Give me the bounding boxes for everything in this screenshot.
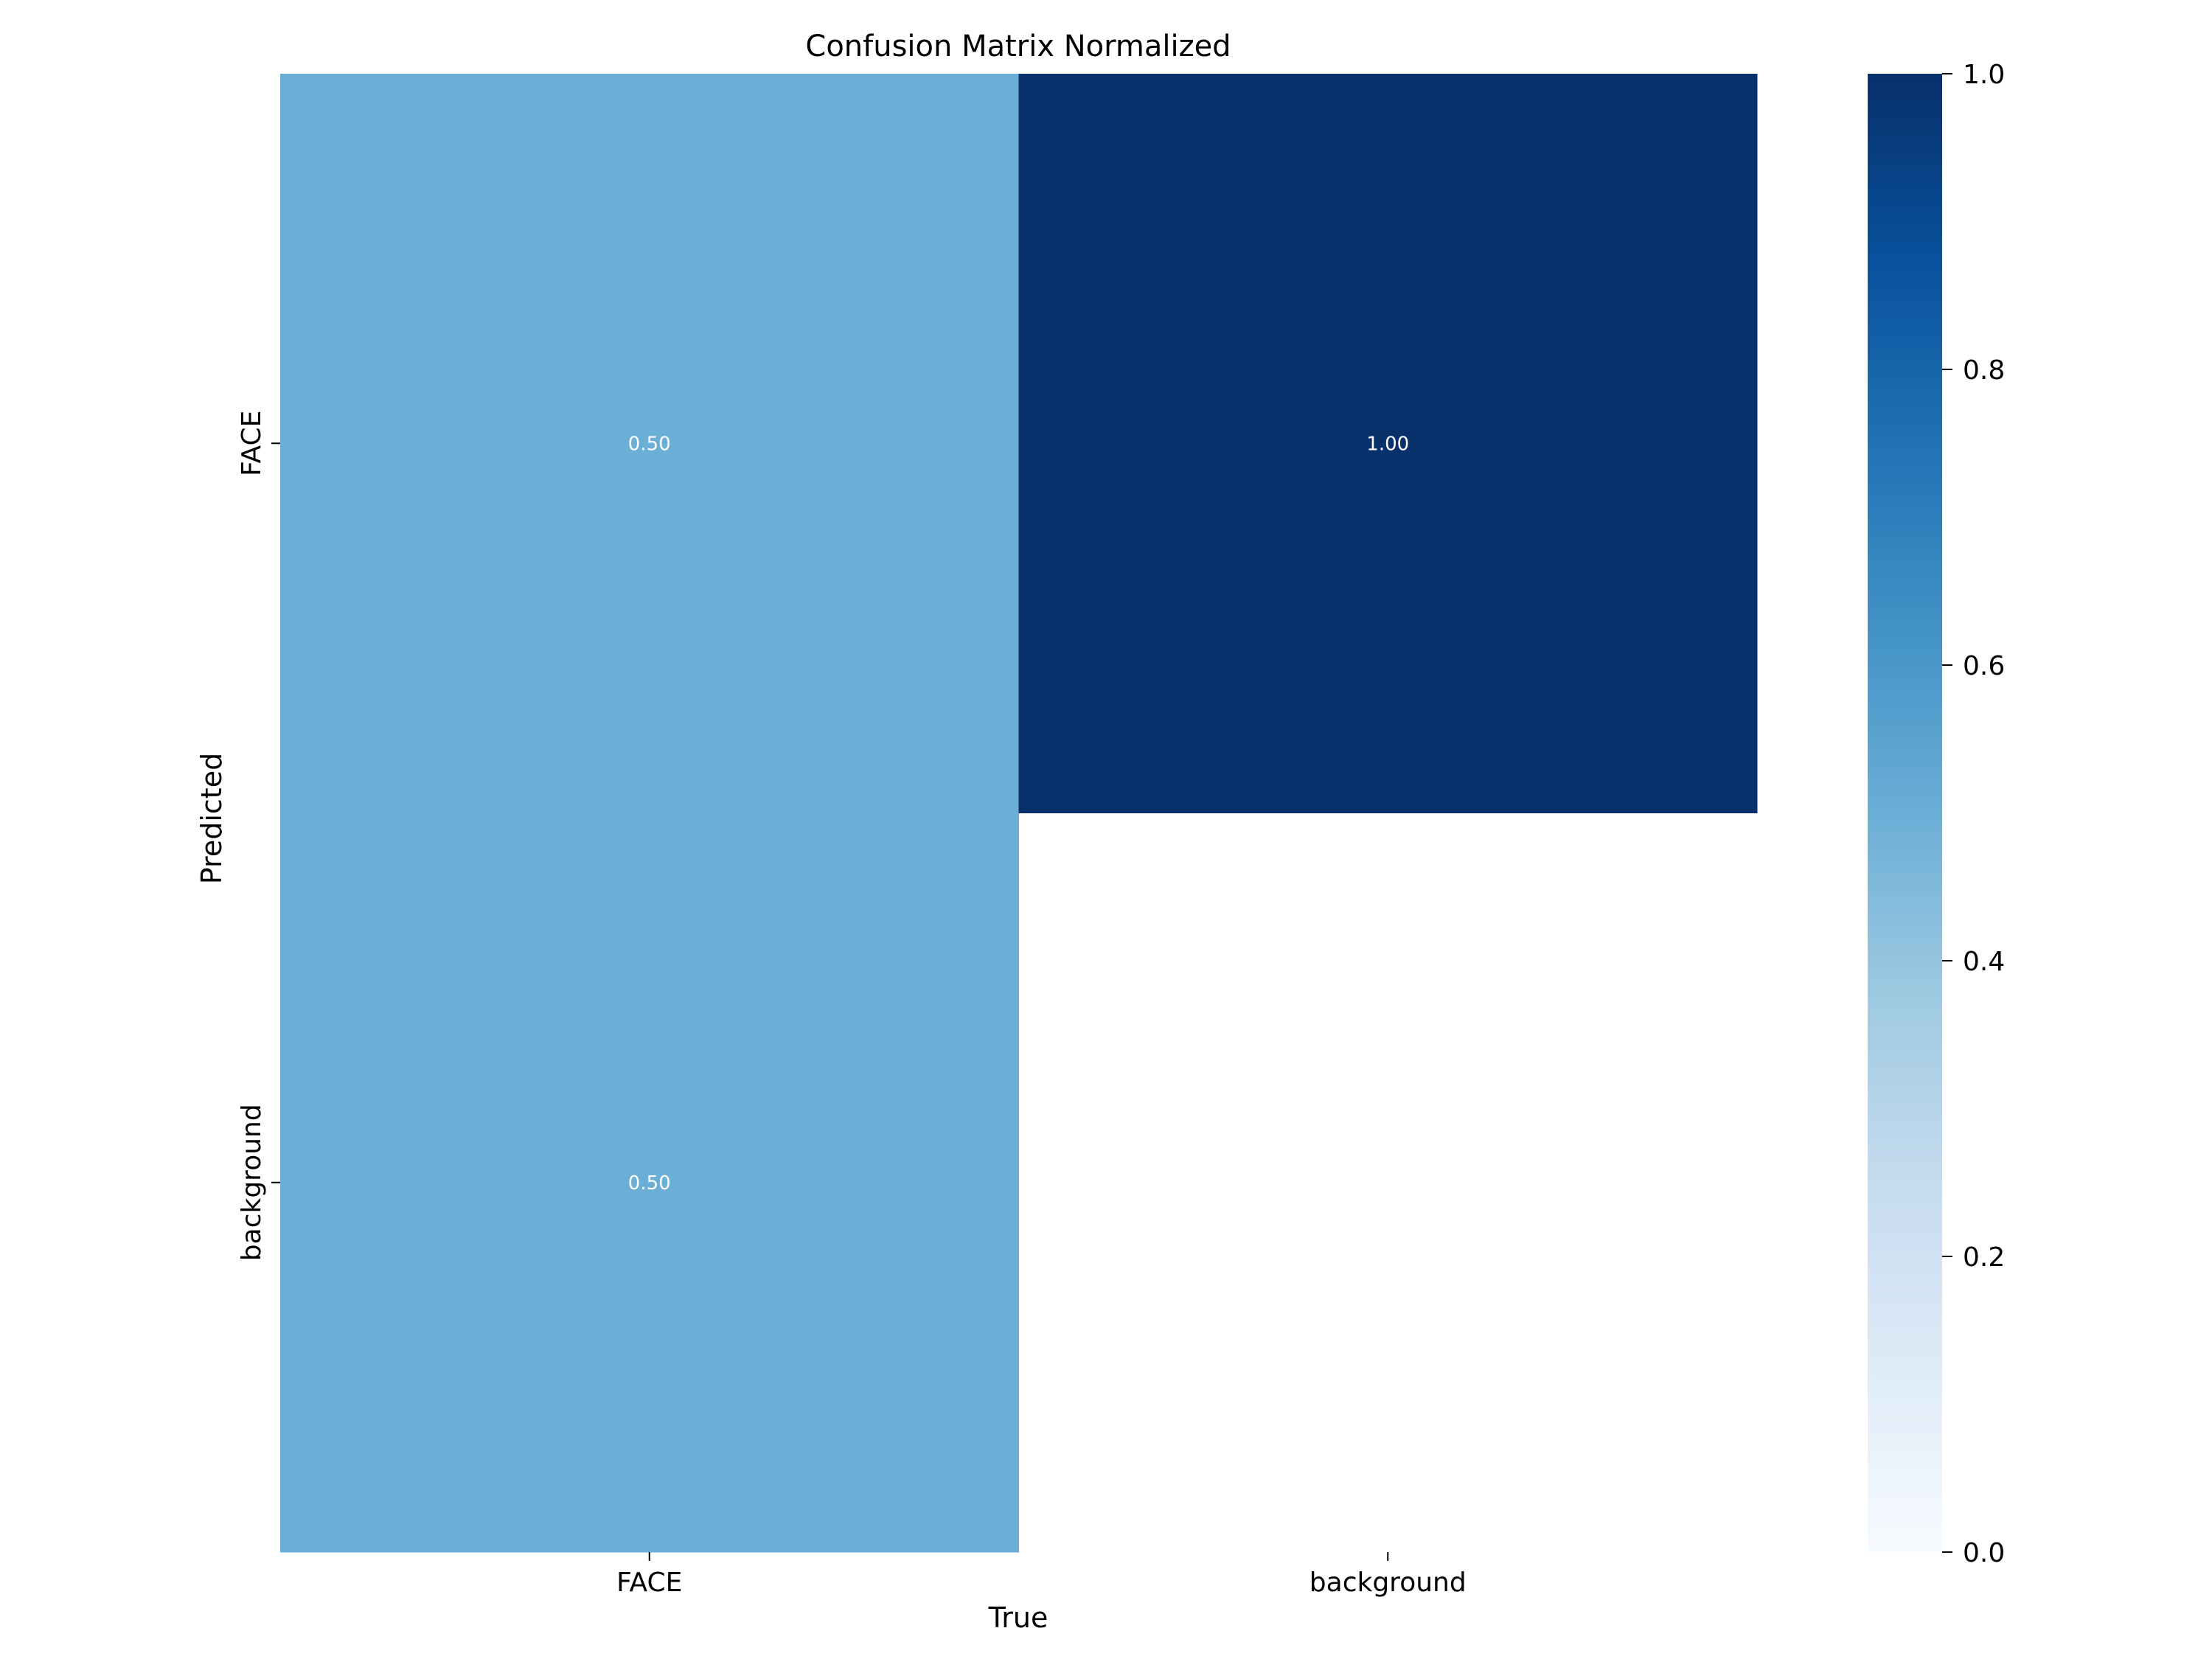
y-axis-label: Predicted xyxy=(195,753,228,884)
heatmap-cell-0-0 xyxy=(280,74,1019,813)
colorbar-tick-label-1: 0.2 xyxy=(1963,1242,2005,1273)
colorbar-tick-label-5: 1.0 xyxy=(1963,60,2005,90)
colorbar-ticks: 0.0 0.2 0.4 0.6 0.8 1.0 xyxy=(1942,60,2005,1568)
heatmap-cells xyxy=(280,74,1758,1553)
heatmap-cell-1-0 xyxy=(280,813,1019,1553)
colorbar xyxy=(1868,74,1942,1552)
chart-title: Confusion Matrix Normalized xyxy=(805,29,1231,63)
heatmap-cell-0-1 xyxy=(1018,74,1758,813)
x-axis-ticks: FACE background xyxy=(616,1552,1467,1598)
colorbar-tick-label-4: 0.8 xyxy=(1963,355,2005,386)
y-axis-ticks: FACE background xyxy=(237,411,280,1261)
x-tick-label-0: FACE xyxy=(616,1568,682,1598)
colorbar-tick-label-0: 0.0 xyxy=(1963,1538,2005,1568)
y-tick-label-1: background xyxy=(237,1104,267,1261)
y-tick-label-0: FACE xyxy=(237,411,267,476)
heatmap-cell-labels: 0.50 1.00 0.50 xyxy=(628,433,1409,1194)
x-tick-label-1: background xyxy=(1310,1568,1467,1598)
cell-value-0-0: 0.50 xyxy=(628,433,671,455)
cell-value-1-0: 0.50 xyxy=(628,1172,671,1194)
cell-value-0-1: 1.00 xyxy=(1366,433,1409,455)
x-axis-label: True xyxy=(988,1601,1048,1634)
colorbar-tick-label-3: 0.6 xyxy=(1963,651,2005,681)
colorbar-tick-label-2: 0.4 xyxy=(1963,947,2005,977)
